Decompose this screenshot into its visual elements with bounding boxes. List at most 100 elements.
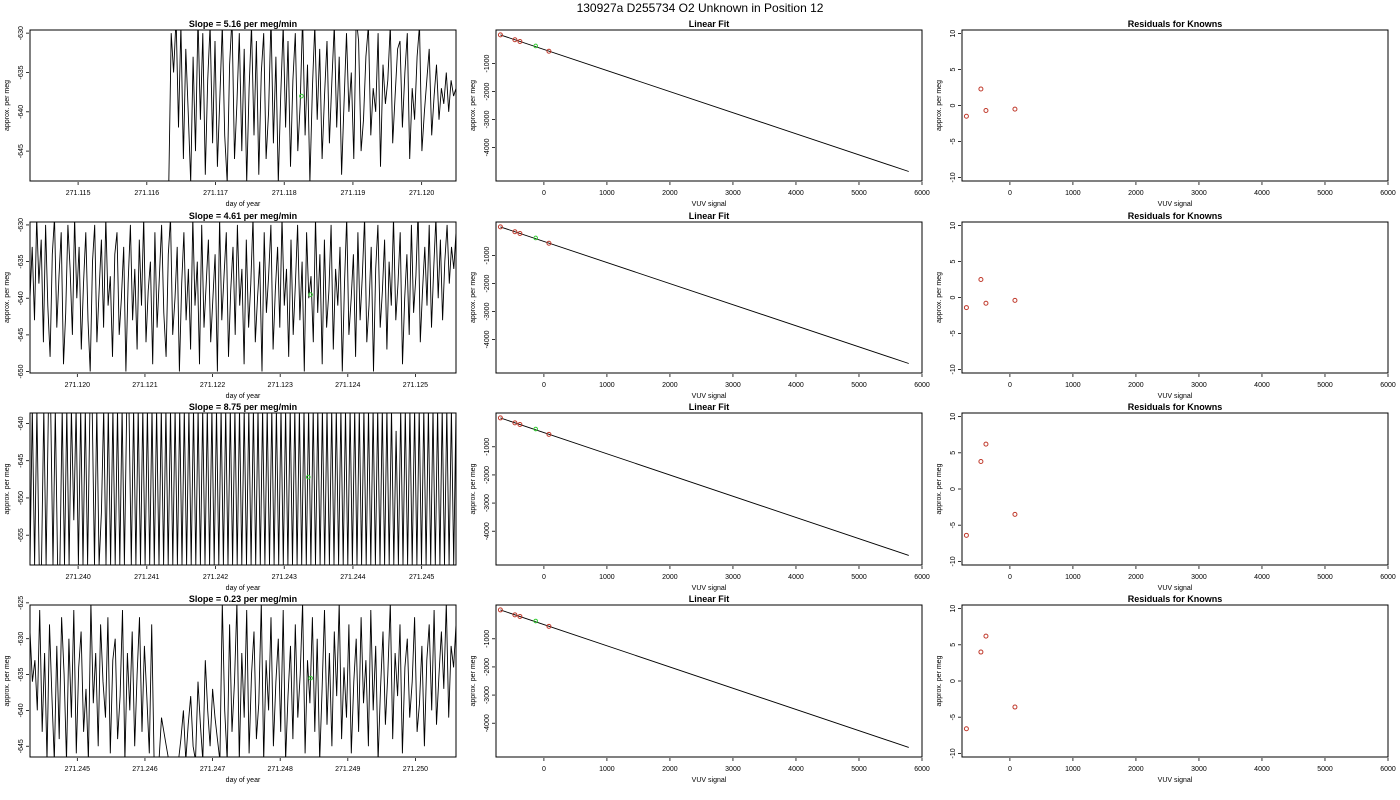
residual-point <box>978 649 984 655</box>
y-tick-label: -10 <box>950 172 957 182</box>
y-tick-label: -3000 <box>484 686 491 704</box>
known-point <box>546 431 552 437</box>
x-tick-label: 5000 <box>1317 574 1333 581</box>
y-tick-label: 0 <box>950 295 957 299</box>
x-tick-label: 1000 <box>599 766 615 773</box>
y-tick-label: -645 <box>18 739 25 753</box>
x-tick-label: 0 <box>1008 574 1012 581</box>
x-tick-label: 271.118 <box>272 190 297 197</box>
y-axis-label: approx. per meg <box>470 655 477 706</box>
chart-panel-4-1: Slope = 0.23 per meg/min 271.245 271.246 27… <box>4 594 457 784</box>
residual-point <box>963 726 969 732</box>
y-axis-label: approx. per meg <box>4 272 11 323</box>
chart-title: Slope = 4.61 per meg/min <box>189 211 297 221</box>
y-tick-label: -655 <box>18 528 25 542</box>
y-tick-label: -1000 <box>484 438 491 456</box>
series-line <box>30 222 456 372</box>
x-tick-label: 271.122 <box>200 382 225 389</box>
x-axis-label: VUV signal <box>1158 201 1193 208</box>
x-axis-label: VUV signal <box>692 201 727 208</box>
x-tick-label: 5000 <box>851 766 867 773</box>
residual-point <box>963 305 969 311</box>
x-tick-label: 2000 <box>1128 190 1144 197</box>
x-tick-label: 4000 <box>1254 574 1270 581</box>
x-tick-label: 271.125 <box>403 382 428 389</box>
y-tick-label: 0 <box>950 487 957 491</box>
series-line <box>30 413 456 565</box>
series-line <box>30 605 456 757</box>
plot-area <box>168 30 456 181</box>
y-tick-label: 10 <box>950 605 957 613</box>
x-tick-label: 1000 <box>1065 574 1081 581</box>
chart-title: Residuals for Knowns <box>1128 402 1223 412</box>
plot-area <box>497 607 909 748</box>
residual-point <box>1012 106 1018 112</box>
plot-frame <box>961 221 1389 374</box>
plot-area <box>963 86 1018 119</box>
x-axis-label: VUV signal <box>1158 393 1193 400</box>
unknown-marker <box>308 292 313 297</box>
y-axis-label: approx. per meg <box>470 272 477 323</box>
chart-panel-2-3: Residuals for Knowns 0 1000 2000 3000 4000 500… <box>936 211 1396 400</box>
plot-area <box>497 32 909 172</box>
x-tick-label: 3000 <box>725 190 741 197</box>
residual-point <box>963 113 969 119</box>
x-tick-label: 5000 <box>851 190 867 197</box>
known-point <box>546 240 552 246</box>
unknown-marker <box>299 93 304 99</box>
x-tick-label: 271.250 <box>403 766 428 773</box>
plot-frame <box>29 29 457 182</box>
plot-area <box>963 277 1018 311</box>
x-tick-label: 271.244 <box>340 574 365 581</box>
unknown-marker <box>305 474 311 480</box>
x-axis-label: VUV signal <box>692 777 727 784</box>
y-tick-label: 5 <box>950 643 957 647</box>
x-tick-label: 2000 <box>1128 574 1144 581</box>
plot-area <box>30 605 456 757</box>
x-tick-label: 6000 <box>914 382 930 389</box>
y-tick-label: -630 <box>18 632 25 646</box>
chart-title: Residuals for Knowns <box>1128 211 1223 221</box>
fit-line <box>500 417 909 556</box>
x-tick-label: 2000 <box>662 190 678 197</box>
y-tick-label: -635 <box>18 667 25 681</box>
x-tick-label: 4000 <box>788 574 804 581</box>
unknown-point <box>533 618 539 624</box>
x-tick-label: 271.117 <box>203 190 228 197</box>
x-tick-label: 1000 <box>599 190 615 197</box>
y-tick-label: -645 <box>18 454 25 468</box>
x-tick-label: 4000 <box>1254 190 1270 197</box>
x-tick-label: 271.120 <box>65 382 90 389</box>
x-tick-label: 3000 <box>725 574 741 581</box>
x-tick-label: 271.121 <box>132 382 157 389</box>
chart-panel-1-1: Slope = 5.16 per meg/min 271.115 271.116 27… <box>4 19 457 208</box>
x-tick-label: 271.247 <box>200 766 225 773</box>
x-tick-label: 1000 <box>1065 766 1081 773</box>
x-tick-label: 6000 <box>914 766 930 773</box>
plot-frame <box>495 221 923 374</box>
y-tick-label: -630 <box>18 26 25 40</box>
residual-point <box>983 633 989 639</box>
fit-line <box>500 226 909 364</box>
y-tick-label: 0 <box>950 679 957 683</box>
residual-point <box>1012 511 1018 517</box>
x-tick-label: 2000 <box>662 574 678 581</box>
x-tick-label: 3000 <box>725 766 741 773</box>
y-axis-label: approx. per meg <box>4 463 11 514</box>
chart-grid: Slope = 5.16 per meg/min 271.115 271.116 27… <box>4 19 1396 784</box>
x-tick-label: 271.241 <box>134 574 159 581</box>
y-tick-label: 10 <box>950 413 957 421</box>
x-tick-label: 3000 <box>1191 574 1207 581</box>
x-tick-label: 1000 <box>1065 190 1081 197</box>
x-axis-label: day of year <box>226 201 261 208</box>
y-tick-label: -635 <box>18 254 25 268</box>
x-axis-label: VUV signal <box>1158 777 1193 784</box>
y-tick-label: -1000 <box>484 630 491 648</box>
unknown-point <box>533 235 539 241</box>
chart-panel-2-1: Slope = 4.61 per meg/min 271.120 271.121 27… <box>4 211 457 400</box>
known-point <box>497 32 503 38</box>
chart-panel-4-3: Residuals for Knowns 0 1000 2000 3000 4000 500… <box>936 594 1396 784</box>
x-tick-label: 4000 <box>1254 382 1270 389</box>
x-tick-label: 4000 <box>788 382 804 389</box>
